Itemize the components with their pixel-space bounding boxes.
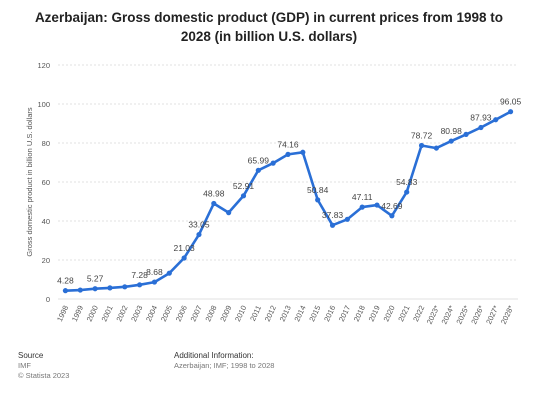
data-point bbox=[448, 138, 454, 144]
data-point bbox=[255, 167, 261, 173]
data-point bbox=[107, 285, 113, 291]
data-point bbox=[374, 202, 380, 208]
additional-info-heading: Additional Information: bbox=[174, 351, 254, 360]
x-tick-label: 2010 bbox=[233, 304, 248, 323]
y-tick-label: 0 bbox=[46, 295, 50, 304]
additional-info-block: Additional Information: Azerbaijan; IMF;… bbox=[174, 351, 274, 371]
source-name: IMF bbox=[18, 361, 31, 370]
y-tick-label: 60 bbox=[42, 178, 50, 187]
data-label: 47.11 bbox=[352, 192, 373, 202]
data-point bbox=[359, 204, 365, 210]
data-label: 50.84 bbox=[307, 185, 329, 195]
data-label: 52.91 bbox=[233, 181, 255, 191]
data-label: 8.68 bbox=[146, 267, 163, 277]
data-label: 80.98 bbox=[441, 126, 463, 136]
data-point bbox=[122, 284, 128, 290]
data-label: 74.16 bbox=[277, 139, 299, 149]
data-label: 37.83 bbox=[322, 210, 344, 220]
x-tick-label: 1999 bbox=[70, 304, 85, 323]
data-point bbox=[315, 197, 321, 203]
x-tick-label: 2015 bbox=[307, 304, 322, 323]
x-tick-label: 2028* bbox=[499, 304, 515, 326]
data-label: 78.72 bbox=[411, 130, 433, 140]
x-tick-label: 2006 bbox=[174, 304, 189, 323]
data-point bbox=[507, 109, 514, 115]
data-point bbox=[92, 286, 98, 292]
data-point bbox=[181, 255, 187, 261]
data-label: 42.69 bbox=[381, 201, 403, 211]
data-point bbox=[137, 282, 143, 288]
x-tick-label: 2014 bbox=[292, 304, 307, 323]
gdp-line-chart: 0 20 40 60 80 100 120 Gross domestic product in… bbox=[25, 61, 522, 326]
data-point bbox=[62, 288, 69, 294]
y-tick-label: 20 bbox=[42, 256, 50, 265]
data-label: 87.93 bbox=[470, 113, 492, 123]
data-label: 4.28 bbox=[57, 276, 74, 286]
data-point bbox=[211, 200, 217, 207]
data-point bbox=[270, 160, 276, 166]
additional-info-text: Azerbaijan; IMF; 1998 to 2028 bbox=[174, 361, 275, 370]
data-point bbox=[196, 231, 202, 238]
x-tick-label: 2021 bbox=[396, 304, 411, 323]
x-tick-label: 2011 bbox=[248, 304, 263, 322]
data-point bbox=[389, 213, 395, 219]
data-label: 96.05 bbox=[500, 97, 522, 107]
x-tick-label: 2022 bbox=[411, 304, 426, 323]
x-tick-label: 2003 bbox=[129, 304, 144, 323]
y-tick-label: 100 bbox=[37, 100, 50, 109]
data-label: 48.98 bbox=[203, 188, 225, 198]
x-tick-label: 2019 bbox=[367, 304, 382, 323]
y-tick-label: 40 bbox=[42, 217, 50, 226]
x-tick-label: 2000 bbox=[85, 304, 100, 323]
data-label: 21.03 bbox=[173, 243, 195, 253]
data-point bbox=[418, 142, 425, 149]
data-point bbox=[226, 210, 232, 216]
y-tick-label: 80 bbox=[42, 139, 50, 148]
x-tick-label: 2001 bbox=[100, 304, 115, 323]
x-tick-label: 1998 bbox=[55, 304, 70, 323]
y-axis-label: Gross domestic product in billion U.S. d… bbox=[25, 107, 34, 256]
data-point bbox=[404, 189, 410, 195]
data-point bbox=[240, 193, 247, 199]
data-point bbox=[300, 149, 306, 155]
x-tick-label: 2012 bbox=[263, 304, 278, 323]
data-label: 54.83 bbox=[396, 177, 418, 187]
x-tick-label: 2013 bbox=[278, 304, 293, 323]
x-tick-label: 2002 bbox=[114, 304, 129, 323]
x-tick-label: 2017 bbox=[337, 304, 352, 323]
x-tick-label: 2004 bbox=[144, 304, 159, 323]
data-point bbox=[493, 117, 499, 123]
data-point bbox=[344, 216, 350, 222]
y-tick-label: 120 bbox=[37, 61, 50, 70]
x-tick-label: 2020 bbox=[381, 304, 396, 323]
data-label: 65.99 bbox=[248, 155, 270, 165]
data-point bbox=[166, 270, 172, 276]
chart-title: Azerbaijan: Gross domestic product (GDP)… bbox=[34, 10, 504, 44]
data-point bbox=[77, 287, 83, 293]
x-tick-label: 2007 bbox=[189, 304, 204, 323]
data-point bbox=[285, 151, 291, 157]
copyright: © Statista 2023 bbox=[18, 371, 70, 380]
x-tick-label: 2009 bbox=[218, 304, 233, 323]
data-label: 7.28 bbox=[131, 270, 148, 280]
x-tick-label: 2005 bbox=[159, 304, 174, 323]
data-point bbox=[478, 124, 484, 131]
x-tick-label: 2008 bbox=[203, 304, 218, 323]
source-block: Source IMF © Statista 2023 bbox=[18, 351, 69, 381]
x-tick-label: 2018 bbox=[352, 304, 367, 323]
data-label: 33.05 bbox=[188, 220, 210, 230]
data-label: 5.27 bbox=[87, 274, 104, 284]
data-point bbox=[463, 131, 469, 138]
source-heading: Source bbox=[18, 351, 44, 360]
data-point bbox=[151, 279, 158, 285]
x-tick-label: 2016 bbox=[322, 304, 337, 323]
data-point bbox=[329, 222, 336, 228]
data-point bbox=[433, 145, 439, 151]
